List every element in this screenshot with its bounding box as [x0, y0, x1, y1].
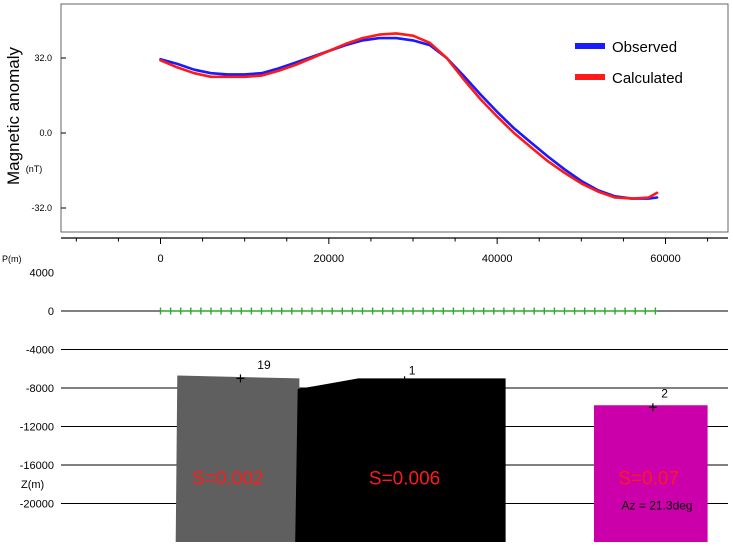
x-axis: 0 20000 40000 60000 — [75, 238, 709, 265]
x-axis-label: P(m) — [2, 254, 22, 264]
x-tick-label: 20000 — [314, 253, 345, 265]
section-y-tick-label: -16000 — [20, 460, 54, 472]
susceptibility-label-2: S=0.07 — [618, 468, 679, 489]
profile-y-unit: (nT) — [26, 164, 43, 174]
azimuth-annotation: Az = 21.3deg — [622, 498, 693, 512]
body-2 — [594, 405, 708, 542]
section-y-tick-label: 0 — [48, 306, 54, 318]
body-id-label-19: 19 — [257, 358, 271, 372]
section-y-axis: 4000 0 -4000 -8000 -12000 -16000 -20000 — [20, 268, 54, 511]
section-y-tick-label: -12000 — [20, 422, 54, 434]
stations-group — [159, 307, 658, 315]
bodies-group — [175, 375, 708, 542]
body-marker-2 — [648, 403, 657, 412]
profile-y-tick-label: 0.0 — [39, 128, 52, 138]
legend-label-calculated: Calculated — [612, 70, 683, 87]
body-id-label-1: 1 — [409, 364, 416, 378]
body-marker-1 — [400, 376, 409, 385]
profile-y-tick-label: 32.0 — [34, 53, 52, 63]
section-y-tick-label: 4000 — [30, 268, 54, 280]
body-id-label-2: 2 — [661, 387, 668, 401]
body-19 — [175, 375, 300, 542]
series-line-calculated — [159, 32, 659, 200]
section-y-axis-label: Z(m) — [21, 479, 44, 491]
profile-panel-frame — [60, 3, 729, 233]
x-tick-label: 60000 — [650, 253, 681, 265]
x-tick-label: 0 — [157, 253, 163, 265]
legend-swatch-calculated — [575, 74, 605, 80]
legend-swatch-observed — [575, 43, 605, 49]
susceptibility-label-19: S=0.002 — [192, 468, 263, 489]
legend: Observed Calculated — [575, 39, 683, 87]
susceptibility-label-1: S=0.006 — [369, 468, 440, 489]
series-line-observed — [159, 36, 659, 200]
section-y-tick-label: -4000 — [26, 345, 54, 357]
x-tick-label: 40000 — [482, 253, 513, 265]
section-y-tick-label: -8000 — [26, 383, 54, 395]
legend-label-observed: Observed — [612, 39, 677, 56]
section-y-tick-label: -20000 — [20, 499, 54, 511]
profile-y-axis: 32.0 0.0 -32.0 — [31, 53, 66, 213]
body-marker-19 — [236, 374, 245, 383]
body-labels-group: 19 S=0.002 1 S=0.006 2 S=0.07 — [192, 358, 679, 490]
profile-y-axis-label: Magnetic anomaly — [4, 47, 23, 185]
body-1 — [295, 378, 506, 542]
profile-y-tick-label: -32.0 — [31, 203, 52, 213]
profile-series-group — [159, 32, 659, 200]
